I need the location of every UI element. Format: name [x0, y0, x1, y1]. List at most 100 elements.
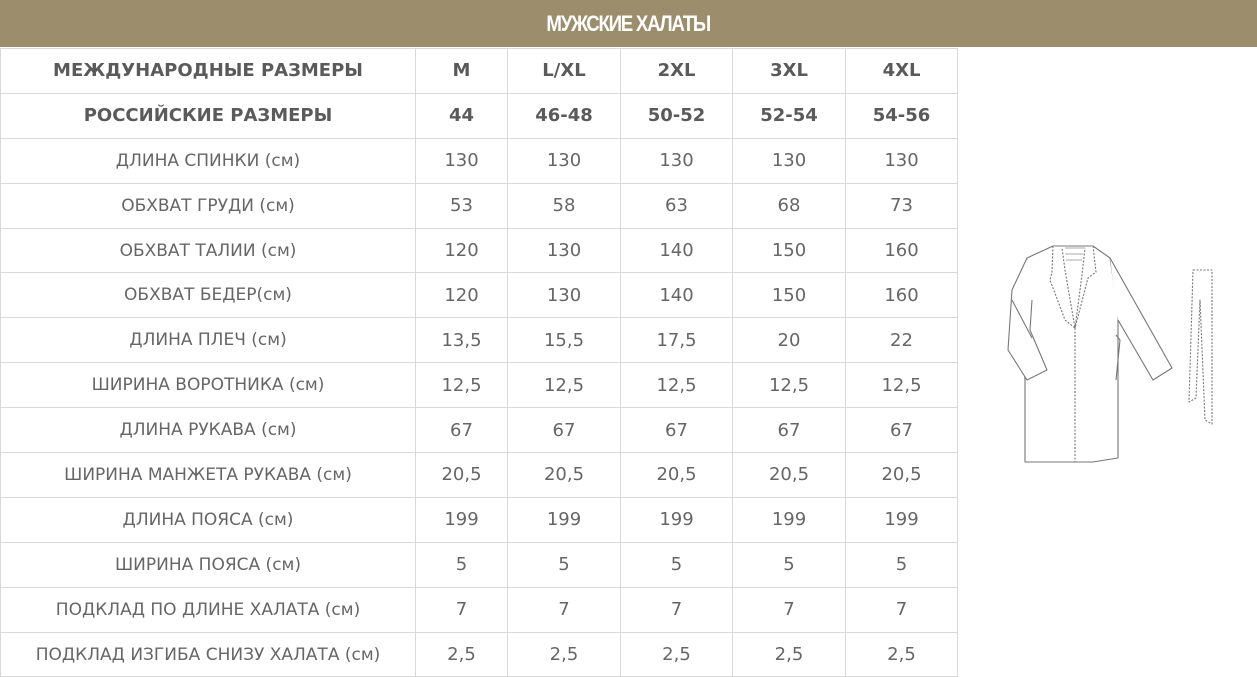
size-value-cell: 20,5 [732, 452, 846, 498]
size-value-cell: 20 [732, 317, 846, 364]
size-value-cell: 4XL [845, 48, 958, 94]
size-value-cell: 5 [620, 541, 733, 588]
row-label: ШИРИНА МАНЖЕТА РУКАВА (см) [0, 452, 416, 498]
size-value-cell: 46-48 [507, 92, 621, 139]
size-value-cell: 140 [620, 272, 733, 319]
table-row: ШИРИНА ВОРОТНИКА (см) 12,5 12,5 12,5 12,5 12,… [0, 362, 958, 409]
page-title: МУЖСКИЕ ХАЛАТЫ [0, 0, 1257, 47]
size-value-cell: 20,5 [507, 452, 621, 498]
size-value-cell: 2XL [620, 48, 733, 94]
size-value-cell: L/XL [507, 48, 621, 94]
size-value-cell: 5 [507, 541, 621, 588]
size-value-cell: 130 [507, 227, 621, 274]
size-value-cell: 12,5 [732, 362, 846, 409]
size-value-cell: 130 [732, 137, 846, 184]
table-row: ДЛИНА РУКАВА (см) 67 67 67 67 67 [0, 407, 958, 454]
size-value-cell: 199 [620, 496, 733, 543]
size-value-cell: 160 [845, 272, 958, 319]
size-value-cell: 7 [620, 586, 733, 633]
size-value-cell: 50-52 [620, 92, 733, 139]
row-label: ДЛИНА РУКАВА (см) [0, 407, 416, 454]
size-value-cell: 160 [845, 227, 958, 274]
size-value-cell: 20,5 [620, 452, 733, 498]
size-value-cell: 5 [415, 541, 508, 588]
size-value-cell: 120 [415, 272, 508, 319]
size-value-cell: 130 [415, 137, 508, 184]
size-value-cell: 12,5 [415, 362, 508, 409]
row-label: ДЛИНА ПОЯСА (см) [0, 496, 416, 543]
size-value-cell: 3XL [732, 48, 846, 94]
table-row: ДЛИНА ПЛЕЧ (см) 13,5 15,5 17,5 20 22 [0, 317, 958, 364]
row-label: ОБХВАТ ТАЛИИ (см) [0, 227, 416, 274]
row-label: ДЛИНА ПЛЕЧ (см) [0, 317, 416, 364]
size-value-cell: 67 [845, 407, 958, 454]
row-label: ОБХВАТ ГРУДИ (см) [0, 182, 416, 229]
size-value-cell: 58 [507, 182, 621, 229]
size-value-cell: 7 [507, 586, 621, 633]
size-value-cell: 150 [732, 227, 846, 274]
table-row: ДЛИНА ПОЯСА (см) 199 199 199 199 199 [0, 496, 958, 543]
size-value-cell: 68 [732, 182, 846, 229]
table-row: РОССИЙСКИЕ РАЗМЕРЫ 44 46-48 50-52 52-54 54-56 [0, 92, 958, 139]
row-label: МЕЖДУНАРОДНЫЕ РАЗМЕРЫ [0, 48, 416, 94]
table-row: ОБХВАТ ГРУДИ (см) 53 58 63 68 73 [0, 182, 958, 229]
row-label: ШИРИНА ВОРОТНИКА (см) [0, 362, 416, 409]
size-value-cell: 44 [415, 92, 508, 139]
size-value-cell: 12,5 [845, 362, 958, 409]
size-value-cell: 130 [507, 137, 621, 184]
size-value-cell: 199 [507, 496, 621, 543]
table-row: ПОДКЛАД ПО ДЛИНЕ ХАЛАТА (см) 7 7 7 7 7 [0, 586, 958, 633]
size-value-cell: 199 [415, 496, 508, 543]
size-value-cell: 7 [415, 586, 508, 633]
size-value-cell: 2,5 [507, 631, 621, 677]
size-value-cell: 20,5 [845, 452, 958, 498]
size-value-cell: 67 [415, 407, 508, 454]
size-value-cell: 15,5 [507, 317, 621, 364]
size-value-cell: 2,5 [845, 631, 958, 677]
row-label: ПОДКЛАД ПО ДЛИНЕ ХАЛАТА (см) [0, 586, 416, 633]
table-row: ШИРИНА МАНЖЕТА РУКАВА (см) 20,5 20,5 20,5 20… [0, 452, 958, 498]
table-row: ДЛИНА СПИНКИ (см) 130 130 130 130 130 [0, 137, 958, 184]
size-value-cell: 2,5 [620, 631, 733, 677]
size-value-cell: 2,5 [415, 631, 508, 677]
size-value-cell: 12,5 [507, 362, 621, 409]
size-value-cell: 63 [620, 182, 733, 229]
size-value-cell: 73 [845, 182, 958, 229]
size-value-cell: 150 [732, 272, 846, 319]
size-value-cell: 67 [732, 407, 846, 454]
size-value-cell: 120 [415, 227, 508, 274]
size-value-cell: 20,5 [415, 452, 508, 498]
size-value-cell: 52-54 [732, 92, 846, 139]
row-label: ОБХВАТ БЕДЕР(см) [0, 272, 416, 319]
size-value-cell: 53 [415, 182, 508, 229]
row-label: ПОДКЛАД ИЗГИБА СНИЗУ ХАЛАТА (см) [0, 631, 416, 677]
table-row: ШИРИНА ПОЯСА (см) 5 5 5 5 5 [0, 541, 958, 588]
size-value-cell: M [415, 48, 508, 94]
size-value-cell: 199 [845, 496, 958, 543]
table-row: ОБХВАТ ТАЛИИ (см) 120 130 140 150 160 [0, 227, 958, 274]
size-value-cell: 5 [845, 541, 958, 588]
table-row: ПОДКЛАД ИЗГИБА СНИЗУ ХАЛАТА (см) 2,5 2,5 2,… [0, 631, 958, 677]
size-value-cell: 130 [845, 137, 958, 184]
size-table: МЕЖДУНАРОДНЫЕ РАЗМЕРЫ M L/XL 2XL 3XL 4XL РОССИ… [0, 48, 958, 677]
row-label: ШИРИНА ПОЯСА (см) [0, 541, 416, 588]
size-value-cell: 140 [620, 227, 733, 274]
size-value-cell: 2,5 [732, 631, 846, 677]
size-value-cell: 7 [732, 586, 846, 633]
size-value-cell: 130 [620, 137, 733, 184]
size-value-cell: 54-56 [845, 92, 958, 139]
size-value-cell: 17,5 [620, 317, 733, 364]
size-value-cell: 67 [620, 407, 733, 454]
table-row: МЕЖДУНАРОДНЫЕ РАЗМЕРЫ M L/XL 2XL 3XL 4XL [0, 48, 958, 94]
size-value-cell: 199 [732, 496, 846, 543]
size-value-cell: 67 [507, 407, 621, 454]
table-row: ОБХВАТ БЕДЕР(см) 120 130 140 150 160 [0, 272, 958, 319]
size-value-cell: 22 [845, 317, 958, 364]
size-value-cell: 5 [732, 541, 846, 588]
row-label: РОССИЙСКИЕ РАЗМЕРЫ [0, 92, 416, 139]
size-value-cell: 13,5 [415, 317, 508, 364]
size-value-cell: 130 [507, 272, 621, 319]
size-value-cell: 7 [845, 586, 958, 633]
size-value-cell: 12,5 [620, 362, 733, 409]
row-label: ДЛИНА СПИНКИ (см) [0, 137, 416, 184]
